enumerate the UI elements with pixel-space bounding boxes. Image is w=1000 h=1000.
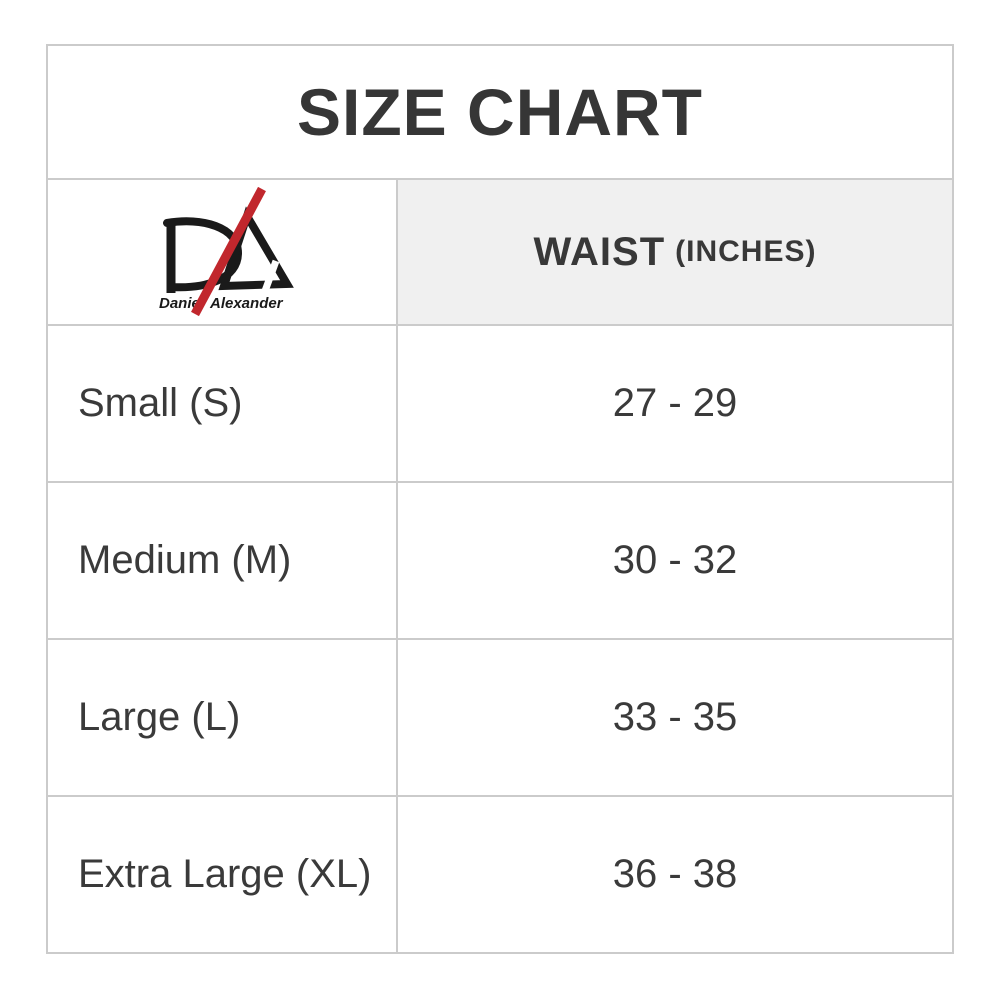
waist-header-label: WAIST: [533, 229, 666, 274]
size-label: Extra Large (XL): [48, 797, 398, 952]
waist-value: 27 - 29: [612, 381, 738, 425]
size-label: Large (L): [48, 640, 398, 795]
size-label: Medium (M): [48, 483, 398, 638]
waist-value: 33 - 35: [612, 695, 738, 739]
brand-logo-cell: Daniel Alexander: [48, 180, 398, 324]
page-title: SIZE CHART: [297, 75, 703, 149]
table-row-large: Large (L) 33 - 35: [48, 638, 952, 795]
daniel-alexander-logo: Daniel Alexander: [159, 187, 294, 317]
table-row-medium: Medium (M) 30 - 32: [48, 481, 952, 638]
waist-header-unit: (INCHES): [675, 235, 817, 268]
size-label: Small (S): [48, 326, 398, 481]
size-chart-table: SIZE CHART Daniel Alexander WAIST (: [46, 44, 954, 954]
header-row: Daniel Alexander WAIST (INCHES): [48, 178, 952, 324]
red-slash: [191, 187, 266, 317]
brand-name-right: Alexander: [209, 295, 284, 312]
waist-value: 30 - 32: [612, 538, 738, 582]
table-row-small: Small (S) 27 - 29: [48, 324, 952, 481]
waist-header-cell: WAIST (INCHES): [398, 180, 952, 324]
waist-value: 36 - 38: [612, 852, 738, 896]
table-row-extra-large: Extra Large (XL) 36 - 38: [48, 795, 952, 952]
